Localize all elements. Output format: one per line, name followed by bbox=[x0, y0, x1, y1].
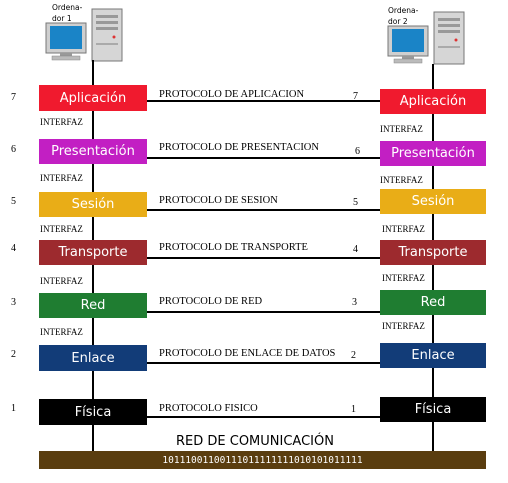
interfaz-label-right: INTERFAZ bbox=[380, 124, 423, 134]
layer-right-transporte: Transporte bbox=[380, 240, 486, 265]
interfaz-label-left: INTERFAZ bbox=[40, 173, 83, 183]
layer-number-right: 1 bbox=[351, 404, 356, 415]
computer-1-label: Ordena- dor 1 bbox=[52, 3, 83, 23]
layer-left-presentacion: Presentación bbox=[39, 139, 147, 164]
protocol-label: PROTOCOLO DE ENLACE DE DATOS bbox=[159, 348, 336, 359]
layer-number-right: 6 bbox=[355, 146, 360, 157]
layer-number-left: 5 bbox=[11, 196, 16, 207]
computer-2-icon bbox=[384, 8, 468, 68]
layer-number-left: 6 bbox=[11, 144, 16, 155]
protocol-line bbox=[147, 209, 380, 211]
layer-left-transporte: Transporte bbox=[39, 240, 147, 265]
layer-number-left: 3 bbox=[11, 297, 16, 308]
layer-number-right: 2 bbox=[351, 350, 356, 361]
protocol-label: PROTOCOLO DE SESION bbox=[159, 195, 278, 206]
layer-number-left: 7 bbox=[11, 92, 16, 103]
interfaz-label-left: INTERFAZ bbox=[40, 276, 83, 286]
layer-right-red: Red bbox=[380, 290, 486, 315]
layer-right-sesion: Sesión bbox=[380, 189, 486, 214]
interfaz-label-left: INTERFAZ bbox=[40, 224, 83, 234]
layer-number-left: 1 bbox=[11, 403, 16, 414]
layer-left-aplicacion: Aplicación bbox=[39, 85, 147, 111]
interfaz-label-right: INTERFAZ bbox=[382, 224, 425, 234]
layer-left-sesion: Sesión bbox=[39, 192, 147, 217]
network-bus: 10111001100111011111111010101011111 bbox=[39, 451, 486, 469]
layer-number-left: 4 bbox=[11, 243, 16, 254]
protocol-line bbox=[147, 416, 380, 418]
layer-left-fisica: Física bbox=[39, 399, 147, 425]
protocol-line bbox=[147, 362, 380, 364]
computer-1-icon bbox=[42, 5, 126, 65]
layer-right-aplicacion: Aplicación bbox=[380, 89, 486, 114]
protocol-line bbox=[147, 257, 380, 259]
interfaz-label-right: INTERFAZ bbox=[380, 175, 423, 185]
layer-number-left: 2 bbox=[11, 349, 16, 360]
layer-number-right: 4 bbox=[353, 244, 358, 255]
layer-right-fisica: Física bbox=[380, 397, 486, 422]
protocol-label: PROTOCOLO DE APLICACION bbox=[159, 89, 305, 100]
computer-2-label: Ordena- dor 2 bbox=[388, 6, 419, 26]
layer-number-right: 7 bbox=[353, 91, 358, 102]
network-title: RED DE COMUNICACIÓN bbox=[176, 434, 334, 449]
protocol-label: PROTOCOLO FISICO bbox=[159, 403, 258, 414]
interfaz-label-left: INTERFAZ bbox=[40, 117, 83, 127]
network-bits: 10111001100111011111111010101011111 bbox=[162, 454, 363, 466]
layer-number-right: 3 bbox=[352, 297, 357, 308]
layer-left-enlace: Enlace bbox=[39, 345, 147, 371]
layer-right-presentacion: Presentación bbox=[380, 141, 486, 166]
protocol-label: PROTOCOLO DE TRANSPORTE bbox=[159, 242, 308, 253]
protocol-line bbox=[147, 100, 380, 102]
protocol-label: PROTOCOLO DE PRESENTACION bbox=[159, 142, 319, 153]
layer-left-red: Red bbox=[39, 293, 147, 318]
protocol-line bbox=[147, 157, 380, 159]
layer-right-enlace: Enlace bbox=[380, 343, 486, 368]
interfaz-label-right: INTERFAZ bbox=[382, 321, 425, 331]
interfaz-label-left: INTERFAZ bbox=[40, 327, 83, 337]
interfaz-label-right: INTERFAZ bbox=[382, 273, 425, 283]
protocol-label: PROTOCOLO DE RED bbox=[159, 296, 263, 307]
layer-number-right: 5 bbox=[353, 197, 358, 208]
protocol-line bbox=[147, 311, 380, 313]
